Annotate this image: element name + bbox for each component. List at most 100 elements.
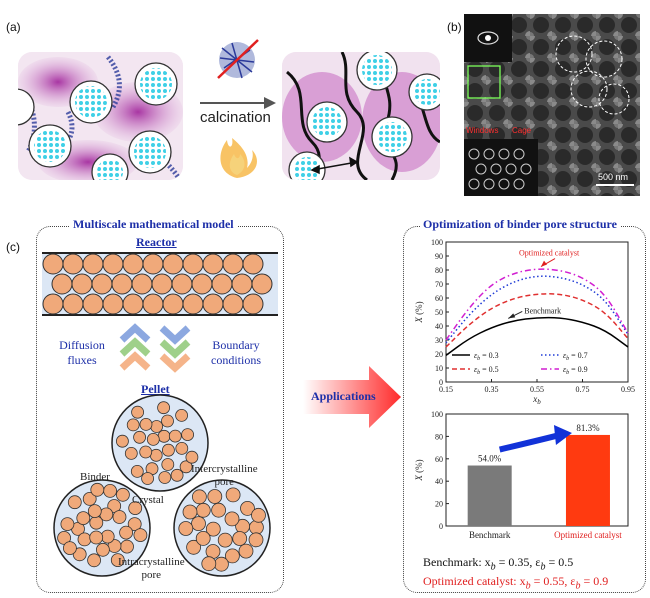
x-tick-label: 0.95: [621, 385, 635, 394]
reactor-pellet: [62, 293, 84, 315]
crystal: [186, 539, 202, 555]
before-calcination-tile: [18, 52, 183, 180]
reactor-pellet: [191, 273, 213, 295]
crystal: [157, 429, 171, 443]
crystal: [175, 408, 189, 422]
crystal: [161, 443, 175, 457]
x-tick-label: 0.35: [485, 385, 499, 394]
panel-b-label: (b): [447, 20, 462, 34]
y-tick-label: 80: [435, 432, 443, 441]
crystal: [127, 517, 142, 532]
tem-image: [464, 14, 640, 196]
reactor-pellet: [211, 273, 233, 295]
crystal-label: Crystal: [132, 494, 164, 506]
crystal: [225, 487, 241, 503]
reactor-pellet: [142, 293, 164, 315]
y-tick-label: 0: [439, 378, 443, 387]
y-axis-label: X (%): [414, 301, 424, 323]
crystal: [158, 471, 172, 484]
benchmark-params: Benchmark: xb = 0.35, εb = 0.5: [423, 555, 574, 573]
crystal: [96, 542, 110, 557]
pore-width-arrow: [310, 156, 359, 175]
crystal: [72, 547, 87, 562]
crystal: [207, 489, 223, 504]
y-axis-label: X (%): [414, 459, 424, 481]
crystal: [201, 556, 217, 572]
reactor-pellet: [91, 273, 113, 295]
crystal: [89, 530, 104, 545]
reactor-pellet: [71, 273, 93, 295]
crystal: [76, 511, 91, 525]
crystal: [191, 516, 206, 532]
category-label: Optimized catalyst: [554, 530, 622, 540]
x-tick-label: 0.15: [439, 385, 453, 394]
model-title: Multiscale mathematical model: [70, 217, 237, 232]
reactor-pellet: [102, 293, 124, 315]
bar-value-label: 81.3%: [576, 423, 600, 433]
x-tick-label: 0.75: [576, 385, 590, 394]
y-tick-label: 100: [431, 410, 443, 419]
crystal: [139, 445, 153, 459]
improvement-arrow: [498, 432, 561, 453]
bar: [467, 465, 512, 526]
exchange-arrows: [119, 323, 191, 373]
reactor-pellet: [131, 273, 153, 295]
crystal: [141, 472, 154, 485]
y-tick-label: 20: [435, 350, 443, 359]
crystal: [120, 539, 134, 554]
crystal: [133, 430, 146, 444]
reactor-pellet: [171, 273, 193, 295]
crystal: [251, 507, 266, 523]
y-tick-label: 80: [435, 266, 443, 275]
legend-label: εb = 0.5: [474, 365, 499, 376]
optimized-annotation: Optimized catalyst: [519, 249, 580, 258]
reactor-pellet: [182, 293, 204, 315]
reactor-pellet: [222, 293, 244, 315]
improvement-arrow-head: [553, 424, 572, 445]
crystal: [116, 434, 129, 448]
y-tick-label: 60: [435, 455, 443, 464]
crystal: [107, 499, 122, 513]
conversion-bar-chart: 0 20 40 60 80 100 X (%) 54.0% Benchmark 81.3% Opti…: [414, 410, 629, 540]
upward-chevrons-icon: [119, 323, 151, 371]
series-line: [445, 293, 629, 348]
intracrystalline-pore-label: Intracrystalline pore: [118, 556, 185, 581]
organic-template-icon: [217, 39, 259, 79]
panel-c-label: (c): [6, 240, 20, 254]
x-tick-label: 0.55: [530, 385, 544, 394]
y-tick-label: 60: [435, 294, 443, 303]
legend-label: εb = 0.3: [474, 351, 499, 362]
reactor-pellet: [231, 273, 253, 295]
pellet-label: Pellet: [141, 382, 170, 396]
scale-bar-label: 500 nm: [598, 172, 629, 182]
crystal: [128, 501, 143, 515]
crystal: [130, 465, 144, 478]
crystal: [112, 510, 127, 524]
zeolite-binder-illustration-after: [282, 52, 440, 180]
crystal: [133, 528, 148, 543]
reactor-pellet: [51, 273, 73, 295]
crystal: [87, 504, 102, 518]
applications-arrow: [303, 366, 401, 428]
y-tick-label: 40: [435, 322, 443, 331]
reactor-pellet: [62, 253, 84, 275]
reactor-pellet: [82, 293, 104, 315]
crystal: [185, 450, 199, 464]
reactor-pellet: [182, 253, 204, 275]
crystal: [181, 428, 195, 441]
crystal: [87, 553, 101, 568]
series-line: [445, 316, 629, 357]
reactor-pellet: [242, 293, 264, 315]
legend-label: εb = 0.7: [563, 351, 588, 362]
reactor-pellet: [202, 293, 224, 315]
reactor-pellet: [222, 253, 244, 275]
crystal: [146, 433, 160, 446]
reactor-illustration: [42, 252, 278, 316]
reactor-pellet: [102, 253, 124, 275]
diffusion-fluxes-label: Diffusion fluxes: [59, 338, 105, 367]
y-tick-label: 20: [435, 500, 443, 509]
crystal: [60, 517, 75, 532]
flame-icon: [220, 138, 257, 178]
reactor-pellet: [122, 293, 144, 315]
bar: [565, 434, 610, 526]
